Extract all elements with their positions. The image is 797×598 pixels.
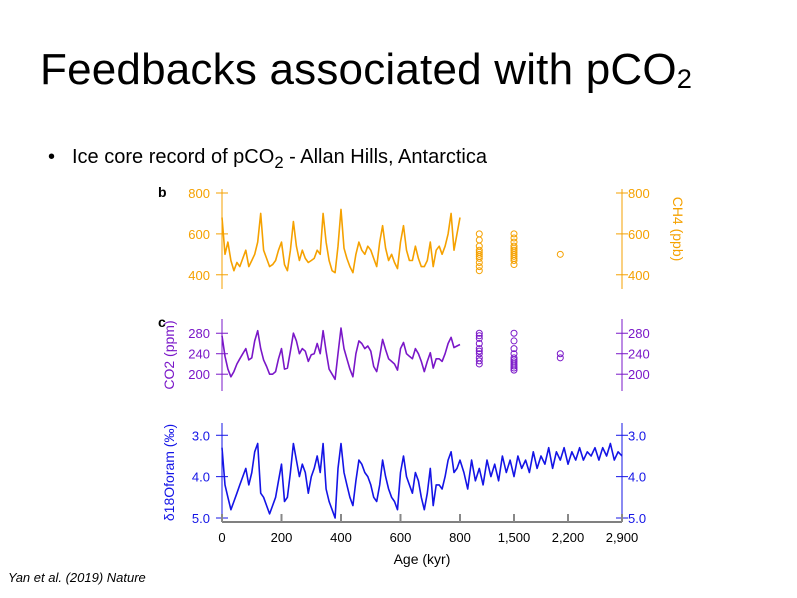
y-tick-label-left: 3.0 xyxy=(192,428,210,443)
data-point xyxy=(475,329,483,337)
data-point xyxy=(475,334,483,342)
series-line xyxy=(221,327,461,381)
data-point xyxy=(556,250,564,258)
y-tick-label-left: 800 xyxy=(188,186,210,201)
data-point xyxy=(556,354,564,362)
x-tick-label: 400 xyxy=(330,530,352,545)
y-tick-label-right: 800 xyxy=(628,186,650,201)
panel-b: 800 800 600 600 400 400 b CH4 (ppb) xyxy=(158,184,686,289)
panel-d18o: 3.0 3.0 4.0 4.0 5.0 5.0 δ18Oforam (‰) 0 200 400 60… xyxy=(161,423,646,567)
data-point xyxy=(475,259,483,267)
y-tick-label-left: 4.0 xyxy=(192,470,210,485)
series-line xyxy=(221,442,623,519)
y-tick-label-right: 600 xyxy=(628,227,650,242)
x-tick-label: 1,500 xyxy=(498,530,531,545)
x-tick-label: 200 xyxy=(271,530,293,545)
data-point xyxy=(475,339,483,347)
slide-title-subscript: 2 xyxy=(676,63,693,95)
y-tick-label-left: 400 xyxy=(188,268,210,283)
data-point xyxy=(510,256,518,264)
data-point xyxy=(510,366,518,374)
x-tick-label: 0 xyxy=(218,530,225,545)
y-tick-label-right: 240 xyxy=(628,347,650,362)
data-point xyxy=(510,337,518,345)
data-point xyxy=(475,357,483,365)
data-point xyxy=(475,350,483,358)
data-point xyxy=(510,230,518,238)
data-point xyxy=(510,234,518,242)
y-tick-label-right: 3.0 xyxy=(628,428,646,443)
y-tick-label-right: 5.0 xyxy=(628,511,646,526)
bullet-subscript: 2 xyxy=(274,153,284,172)
y-tick-label-left: 200 xyxy=(188,367,210,382)
y-axis-title-right: CH4 (ppb) xyxy=(670,197,686,262)
data-point xyxy=(475,250,483,258)
citation: Yan et al. (2019) Nature xyxy=(8,570,146,585)
data-point xyxy=(510,345,518,353)
data-point xyxy=(510,362,518,370)
bullet-dot: • xyxy=(48,146,56,168)
bullet-text-rest: - Allan Hills, Antarctica xyxy=(283,146,487,168)
y-tick-label-left: 240 xyxy=(188,347,210,362)
panel-label: c xyxy=(158,314,166,330)
y-tick-label-left: 5.0 xyxy=(192,511,210,526)
slide-title-text: Feedbacks associated with pCO xyxy=(40,45,677,94)
x-axis: 0 200 400 600 800 1,500 2,200 2,900 Age (kyr) xyxy=(218,514,638,567)
panel-label: b xyxy=(158,184,167,200)
x-tick-label: 2,900 xyxy=(606,530,639,545)
x-tick-label: 2,200 xyxy=(552,530,585,545)
series-line xyxy=(221,208,461,274)
data-point xyxy=(475,267,483,275)
slide-title: Feedbacks associated with pCO2 xyxy=(40,40,692,106)
y-tick-label-right: 200 xyxy=(628,367,650,382)
data-point xyxy=(475,347,483,355)
data-point xyxy=(475,254,483,262)
bullet-text: Ice core record of pCO xyxy=(72,146,275,168)
data-point xyxy=(510,252,518,260)
y-tick-label-left: 280 xyxy=(188,326,210,341)
data-point xyxy=(510,329,518,337)
y-tick-label-right: 4.0 xyxy=(628,470,646,485)
y-tick-label-right: 400 xyxy=(628,268,650,283)
data-point xyxy=(475,230,483,238)
data-point xyxy=(475,345,483,353)
data-point xyxy=(475,236,483,244)
data-point xyxy=(475,263,483,271)
data-point xyxy=(556,350,564,358)
x-tick-label: 800 xyxy=(449,530,471,545)
y-axis-title-left: CO2 (ppm) xyxy=(161,320,177,389)
y-tick-label-right: 280 xyxy=(628,326,650,341)
x-axis-title: Age (kyr) xyxy=(394,551,451,567)
y-tick-label-left: 600 xyxy=(188,227,210,242)
y-axis-title-left: δ18Oforam (‰) xyxy=(161,424,177,521)
bullet-item: • Ice core record of pCO2 - Allan Hills, … xyxy=(48,142,487,178)
data-point xyxy=(475,360,483,368)
data-point xyxy=(510,261,518,269)
data-point xyxy=(475,332,483,340)
x-tick-label: 600 xyxy=(390,530,412,545)
data-point xyxy=(510,364,518,372)
